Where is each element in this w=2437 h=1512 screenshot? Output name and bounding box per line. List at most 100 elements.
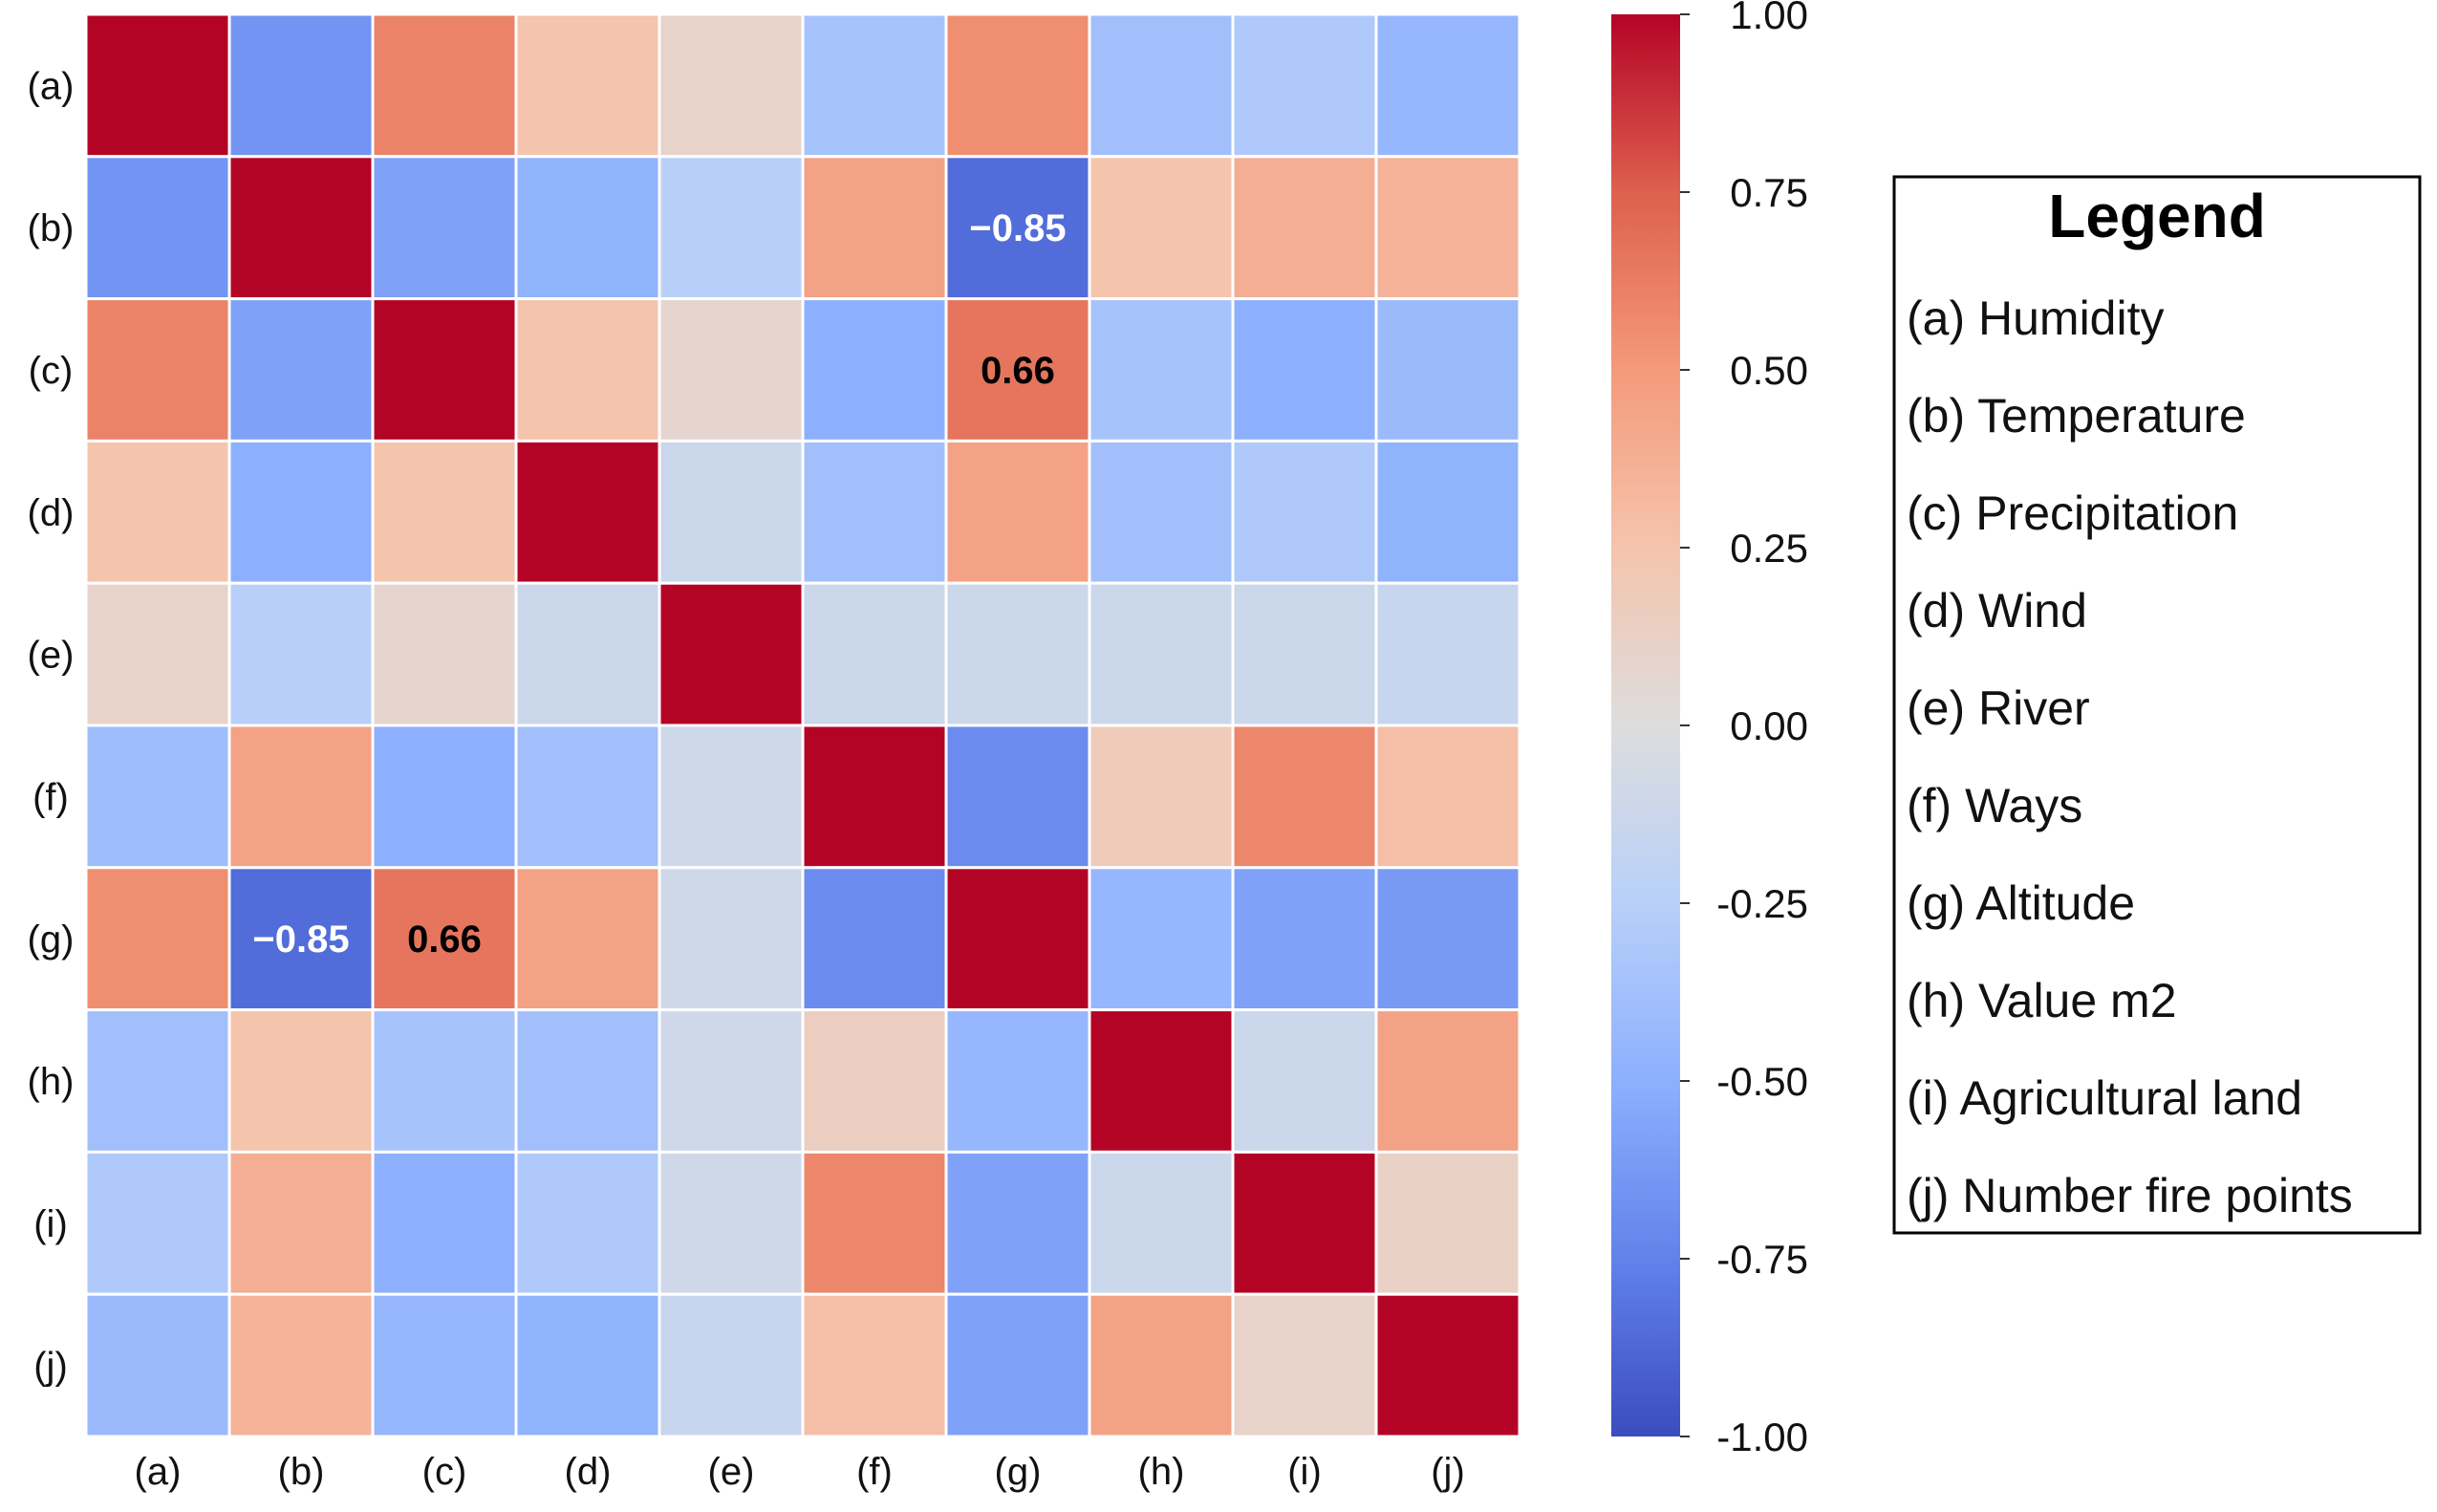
legend-item: (f) Ways: [1907, 779, 2082, 832]
heatmap-cell: [658, 297, 805, 443]
colorbar-tick-label: 0.75: [1730, 170, 1808, 215]
cell-annotation: 0.66: [981, 350, 1055, 392]
heatmap-cell: [1374, 1008, 1521, 1154]
heatmap-cell: [84, 1008, 231, 1154]
heatmap-cell: [227, 866, 375, 1012]
heatmap-cell: [371, 297, 518, 443]
heatmap-cell: [944, 155, 1091, 301]
row-tick-label: (a): [28, 65, 75, 107]
heatmap-cell: [658, 155, 805, 301]
heatmap-cell: [1088, 1150, 1235, 1296]
colorbar-gradient: [1611, 14, 1680, 1436]
heatmap-cell: [84, 12, 231, 159]
heatmap-cell: [944, 866, 1091, 1012]
heatmap-cell: [1374, 12, 1521, 159]
heatmap-cell: [658, 1008, 805, 1154]
legend-item: (a) Humidity: [1907, 292, 2164, 345]
column-tick-label: (d): [565, 1451, 612, 1493]
heatmap-cell: [371, 724, 518, 870]
colorbar-tick-label: 1.00: [1730, 0, 1808, 37]
heatmap-cell: [1374, 581, 1521, 727]
legend-item: (j) Number fire points: [1907, 1169, 2353, 1222]
heatmap-cell: [1374, 297, 1521, 443]
heatmap-cell: [371, 581, 518, 727]
heatmap-cell: [1374, 866, 1521, 1012]
heatmap-cell: [371, 155, 518, 301]
heatmap-cell: [1231, 439, 1378, 585]
heatmap-cell: [514, 439, 661, 585]
heatmap-cell: [1231, 155, 1378, 301]
column-tick-labels: (a) (b) (c) (d) (e) (f) (g) (h) (i) (j): [135, 1451, 1465, 1493]
cell-annotation: −0.85: [969, 207, 1066, 249]
heatmap-cell: [1088, 155, 1235, 301]
heatmap-cell: [944, 724, 1091, 870]
heatmap-cell: [227, 1292, 375, 1438]
heatmap-cell: [1374, 1150, 1521, 1296]
row-tick-label: (f): [32, 776, 69, 818]
heatmap-cell: [227, 155, 375, 301]
heatmap-cell: [84, 155, 231, 301]
heatmap-cell: [1088, 1008, 1235, 1154]
heatmap-cell: [801, 155, 948, 301]
heatmap-cell: [944, 1008, 1091, 1154]
cell-annotation: −0.85: [252, 918, 349, 961]
heatmap-cell: [514, 12, 661, 159]
heatmap-cell: [1231, 581, 1378, 727]
row-tick-label: (e): [28, 635, 75, 677]
legend-item: (i) Agricultural land: [1907, 1071, 2302, 1125]
heatmap-cell: [514, 1292, 661, 1438]
cell-annotation: 0.66: [407, 918, 482, 961]
column-tick-label: (b): [278, 1451, 325, 1493]
colorbar-tick-label: -0.75: [1716, 1237, 1808, 1282]
heatmap-cell: [1088, 581, 1235, 727]
heatmap-cell: [1231, 1150, 1378, 1296]
colorbar-tick-label: 0.50: [1730, 348, 1808, 393]
heatmap-cell: [944, 12, 1091, 159]
heatmap-cell: [801, 866, 948, 1012]
colorbar-tick-label: -1.00: [1716, 1415, 1808, 1459]
heatmap-cell: [227, 1150, 375, 1296]
heatmap-cell: [371, 1150, 518, 1296]
heatmap-cell: [1374, 155, 1521, 301]
heatmap-cell: [84, 581, 231, 727]
column-tick-label: (e): [708, 1451, 755, 1493]
heatmap-cell: [1088, 866, 1235, 1012]
heatmap-cell: [801, 12, 948, 159]
heatmap-cells: [84, 12, 1521, 1438]
heatmap-cell: [658, 439, 805, 585]
colorbar-tick-label: -0.50: [1716, 1059, 1808, 1104]
colorbar: 1.00 0.75 0.50 0.25 0.00 -0.25 -0.50 -0.75 -1.00: [1611, 0, 1808, 1459]
column-tick-label: (i): [1287, 1451, 1322, 1493]
heatmap-cell: [944, 439, 1091, 585]
heatmap-cell: [514, 297, 661, 443]
heatmap-cell: [84, 1292, 231, 1438]
heatmap-cell: [84, 297, 231, 443]
legend-title: Legend: [2048, 182, 2266, 250]
heatmap-cell: [227, 581, 375, 727]
legend-frame: [1892, 175, 2422, 1235]
heatmap-cell: [658, 581, 805, 727]
heatmap-cell: [514, 581, 661, 727]
heatmap-cell: [371, 1292, 518, 1438]
column-tick-label: (j): [1431, 1451, 1465, 1493]
heatmap-cell: [227, 12, 375, 159]
heatmap-cell: [227, 439, 375, 585]
column-tick-label: (a): [135, 1451, 182, 1493]
heatmap-cell: [514, 724, 661, 870]
legend-item: (c) Precipitation: [1907, 486, 2238, 540]
heatmap-cell: [658, 866, 805, 1012]
colorbar-tick-label: 0.25: [1730, 526, 1808, 571]
column-tick-label: (g): [995, 1451, 1042, 1493]
heatmap-cell: [1231, 1008, 1378, 1154]
heatmap-cell: [1231, 866, 1378, 1012]
heatmap-cell: [1088, 1292, 1235, 1438]
row-tick-label: (j): [33, 1346, 68, 1388]
heatmap-cell: [1088, 724, 1235, 870]
legend-item: (d) Wind: [1907, 584, 2087, 637]
heatmap-cell: [1088, 297, 1235, 443]
heatmap-cell: [514, 866, 661, 1012]
heatmap-cell: [801, 439, 948, 585]
row-tick-label: (d): [28, 492, 75, 534]
heatmap-cell: [944, 581, 1091, 727]
legend-item: (e) River: [1907, 681, 2090, 735]
